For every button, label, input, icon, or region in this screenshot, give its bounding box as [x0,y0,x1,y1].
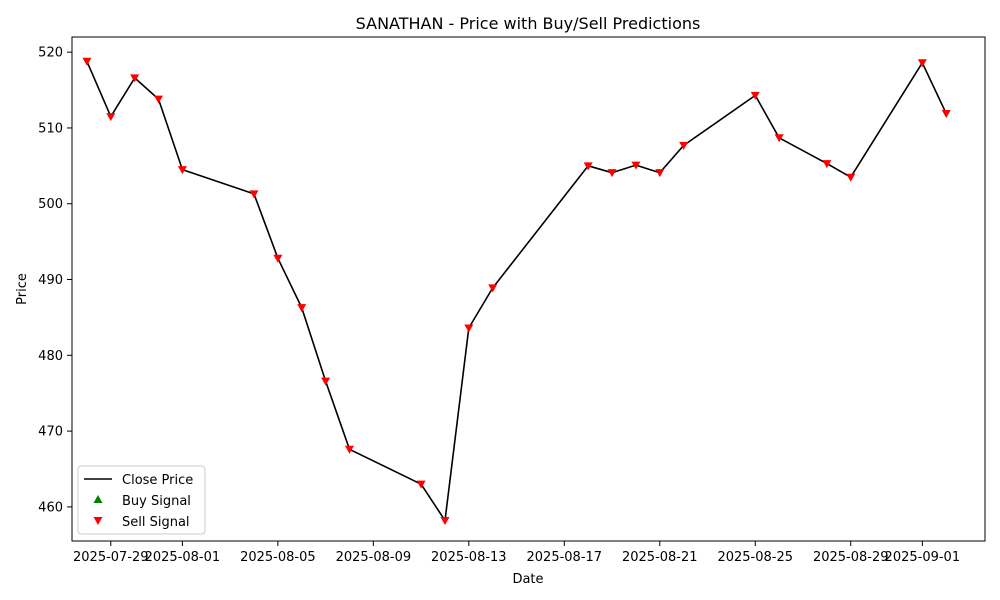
sell-signal-marker [250,190,259,198]
sell-signal-marker-layer [82,58,950,525]
y-tick-label: 490 [38,273,63,288]
sell-signal-marker [942,110,951,118]
sell-signal-marker [846,174,855,182]
y-axis-label: Price [15,273,30,305]
sell-signal-marker [488,284,497,292]
y-tick-label: 470 [38,425,63,440]
sell-signal-marker [775,134,784,142]
sell-signal-marker [321,378,330,386]
sell-signal-marker [106,113,115,121]
sell-signal-marker [154,96,163,104]
x-tick-label: 2025-08-25 [717,550,793,565]
x-tick-label: 2025-08-21 [622,550,698,565]
y-tick-label: 520 [38,46,63,61]
sell-signal-marker [751,92,760,100]
legend: Close Price Buy Signal Sell Signal [78,466,205,534]
x-tick-label: 2025-08-05 [240,550,316,565]
sell-signal-marker [464,325,473,333]
sell-signal-marker [273,255,282,263]
chart-title: SANATHAN - Price with Buy/Sell Predictio… [356,14,701,33]
x-tick-label: 2025-08-13 [431,550,507,565]
sell-signal-marker [822,160,831,168]
sell-signal-marker [345,446,354,454]
x-tick-label: 2025-09-01 [885,550,961,565]
x-tick-label: 2025-08-17 [527,550,603,565]
sell-signal-marker [417,481,426,489]
sell-signal-marker [440,517,449,525]
sell-signal-marker [655,169,664,177]
x-tick-label: 2025-08-01 [145,550,221,565]
y-tick-label: 510 [38,121,63,136]
plot-area [82,58,950,525]
sell-signal-marker [608,169,617,177]
sell-signal-marker [297,304,306,312]
y-tick-label: 480 [38,349,63,364]
close-price-line [87,61,946,520]
legend-close-price-label: Close Price [122,473,193,488]
x-tick-label: 2025-07-29 [73,550,149,565]
y-tick-label: 460 [38,500,63,515]
x-tick-label: 2025-08-09 [336,550,412,565]
y-axis: 460 470 480 490 500 510 520 [38,46,72,516]
x-axis-label: Date [512,572,543,587]
legend-buy-signal-label: Buy Signal [122,494,191,509]
plot-frame [72,37,985,541]
close-price-line-layer [87,61,946,520]
legend-sell-signal-label: Sell Signal [122,515,190,530]
sell-signal-marker [918,59,927,67]
y-tick-label: 500 [38,197,63,212]
sell-signal-marker [82,58,91,66]
x-tick-label: 2025-08-29 [813,550,889,565]
